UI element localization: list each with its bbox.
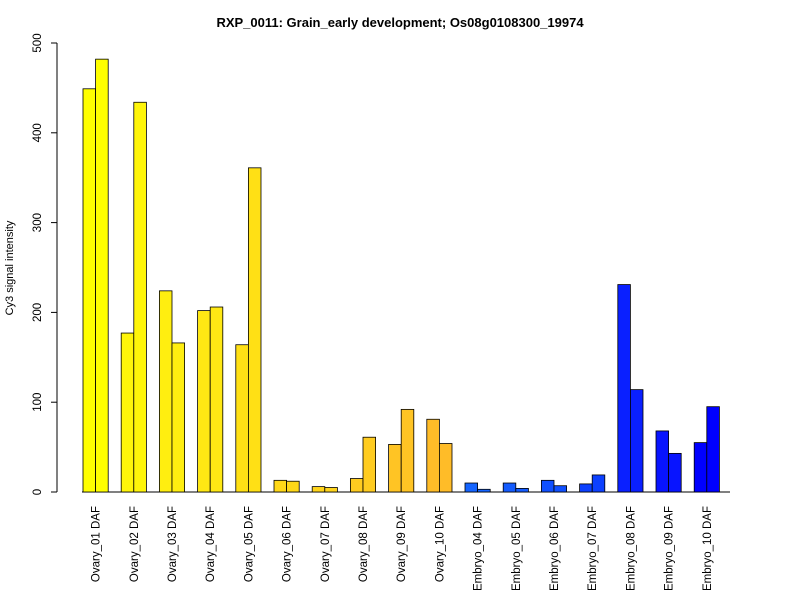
x-tick-label: Embryo_05 DAF xyxy=(511,506,523,591)
bar xyxy=(400,408,415,493)
bar xyxy=(706,406,720,493)
bar xyxy=(502,482,517,493)
bar xyxy=(477,488,491,493)
x-tick-labels: Ovary_01 DAF Ovary_02 DAF Ovary_03 DAF Ovar… xyxy=(91,506,714,591)
bar xyxy=(579,483,593,493)
bar xyxy=(553,485,568,493)
x-tick-label: Embryo_04 DAF xyxy=(473,506,485,591)
bar xyxy=(464,482,479,493)
x-tick-label: Embryo_10 DAF xyxy=(702,506,714,591)
bar xyxy=(133,101,147,493)
bar xyxy=(171,342,186,493)
x-tick-label: Ovary_06 DAF xyxy=(282,506,294,582)
x-tick-label: Embryo_09 DAF xyxy=(664,506,676,591)
bar xyxy=(438,443,453,493)
y-tick-label: 400 xyxy=(32,123,44,142)
bar xyxy=(426,418,440,493)
x-tick-label: Ovary_03 DAF xyxy=(167,506,179,582)
bar xyxy=(82,88,97,493)
bars xyxy=(82,58,720,493)
x-tick-label: Embryo_08 DAF xyxy=(625,506,637,591)
bar xyxy=(209,306,224,493)
bar xyxy=(630,389,644,493)
bar xyxy=(655,430,670,493)
x-tick-label: Ovary_04 DAF xyxy=(205,506,217,582)
bar xyxy=(120,332,135,493)
bar xyxy=(541,479,555,493)
y-tick-label: 500 xyxy=(32,33,44,52)
bar xyxy=(286,480,300,493)
x-tick-label: Embryo_06 DAF xyxy=(549,506,561,591)
x-tick-label: Embryo_07 DAF xyxy=(587,506,599,591)
bar xyxy=(235,344,249,493)
chart-title: RXP_0011: Grain_early development; Os08g… xyxy=(216,15,584,30)
bar xyxy=(617,284,631,493)
bar xyxy=(273,479,288,493)
bar xyxy=(158,290,173,493)
x-tick-label: Ovary_09 DAF xyxy=(396,506,408,582)
bar xyxy=(324,487,338,493)
bar xyxy=(693,442,708,493)
y-tick-label: 200 xyxy=(32,303,44,322)
bar xyxy=(349,478,364,493)
x-tick-label: Ovary_10 DAF xyxy=(434,506,446,582)
bar xyxy=(362,436,377,493)
bar xyxy=(515,488,529,493)
x-tick-label: Ovary_08 DAF xyxy=(358,506,370,582)
x-tick-label: Ovary_05 DAF xyxy=(243,506,255,582)
bar xyxy=(247,167,262,493)
x-tick-label: Ovary_02 DAF xyxy=(129,506,141,582)
y-axis: 0 100 200 300 400 500 xyxy=(32,33,58,495)
bar xyxy=(95,58,109,493)
bar xyxy=(668,452,682,493)
x-tick-label: Ovary_01 DAF xyxy=(91,506,103,582)
bar xyxy=(311,486,326,493)
x-tick-label: Ovary_07 DAF xyxy=(320,506,332,582)
y-tick-label: 0 xyxy=(32,489,44,495)
y-axis-label: Cy3 signal intensity xyxy=(4,220,16,315)
y-tick-label: 100 xyxy=(32,393,44,412)
y-tick-label: 300 xyxy=(32,213,44,232)
bar xyxy=(591,474,606,493)
bar xyxy=(388,444,402,493)
bar xyxy=(197,310,211,493)
